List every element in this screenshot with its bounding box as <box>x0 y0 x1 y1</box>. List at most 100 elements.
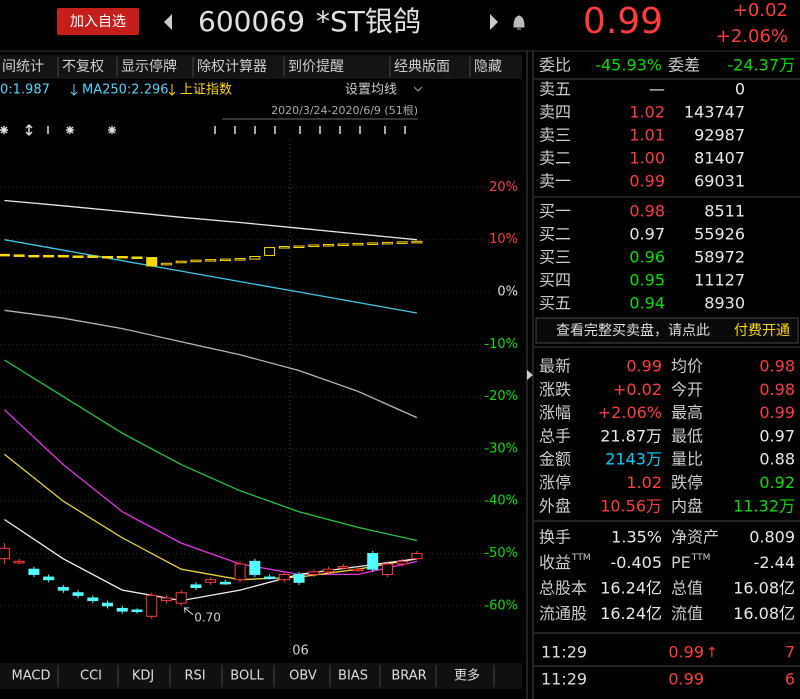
toolbar-item[interactable]: 显示停牌 <box>121 58 177 75</box>
index-candle <box>131 256 143 260</box>
y-tick-label: 20% <box>489 180 518 195</box>
next-arrow[interactable] <box>490 14 498 30</box>
candle-body <box>337 566 349 569</box>
fund-label: 流通股 <box>539 604 587 623</box>
link-box <box>535 317 799 344</box>
indicator-tab[interactable]: 更多 <box>454 668 480 684</box>
index-candle <box>205 259 217 262</box>
candle-body <box>175 592 187 604</box>
ma-line <box>3 409 418 576</box>
fund-label: 换手 <box>539 528 571 547</box>
stat-label: 内盘 <box>671 496 703 515</box>
level-label: 卖五 <box>539 80 571 99</box>
date-range: 2020/3/24-2020/6/9 (51根) <box>271 103 418 117</box>
indicator-tab[interactable]: RSI <box>184 669 205 684</box>
index-candle <box>146 257 158 267</box>
fund-value: 16.24亿 <box>600 604 662 623</box>
toolbar-item[interactable]: 到价提醒 <box>288 59 344 75</box>
candle-body <box>43 576 55 581</box>
toolbar-item[interactable]: 隐藏 <box>474 59 502 75</box>
prev-arrow[interactable] <box>164 14 172 30</box>
level-price: 0.94 <box>629 294 665 313</box>
y-tick-label: -40% <box>484 494 518 509</box>
candle-body <box>160 597 172 602</box>
stat-label: 最低 <box>671 426 703 445</box>
level-label: 卖三 <box>539 126 571 145</box>
candle-body <box>308 571 320 575</box>
change-pct: +2.06% <box>716 26 788 47</box>
stat-label: 最高 <box>671 403 703 422</box>
stat-value: 2143万 <box>605 450 662 469</box>
level-volume: 11127 <box>694 271 745 290</box>
trade-time: 11:29 <box>541 670 587 689</box>
indicator-tab[interactable]: BIAS <box>338 669 368 684</box>
toolbar-item[interactable]: 间统计 <box>2 59 44 75</box>
level-volume: 55926 <box>694 225 745 244</box>
index-candle <box>175 260 187 264</box>
stat-value: +2.06% <box>598 403 662 422</box>
x-tick-label: 06 <box>292 644 309 659</box>
stat-label: 最新 <box>539 357 571 376</box>
toolbar-item[interactable]: 不复权 <box>62 58 104 75</box>
stock-code: 600069 <box>198 5 305 38</box>
y-tick-label: -10% <box>484 337 518 352</box>
trade-volume: 7 <box>785 643 795 662</box>
stat-value: 0.88 <box>759 450 795 469</box>
level-price: 0.95 <box>629 271 665 290</box>
level-volume: 58972 <box>694 248 745 267</box>
dropdown-arrow <box>413 86 423 92</box>
indicator-tab[interactable]: MACD <box>12 669 51 684</box>
toolbar-item[interactable]: 除权计算器 <box>197 59 267 75</box>
level-price: 1.01 <box>629 126 665 145</box>
level-label: 卖二 <box>539 149 571 168</box>
indicator-tab[interactable]: KDJ <box>132 669 154 684</box>
indicator-tab[interactable]: BRAR <box>391 669 426 684</box>
fund-value: 16.24亿 <box>600 579 662 598</box>
stat-label: 金额 <box>539 450 571 469</box>
add-button[interactable]: 加入自选 <box>70 14 126 30</box>
label: 委比 <box>539 56 571 75</box>
index-candle <box>278 246 290 249</box>
toolbar-item[interactable]: 经典版面 <box>394 59 450 75</box>
collapse-arrow[interactable] <box>527 370 533 380</box>
index-candle <box>367 242 379 245</box>
chart <box>0 140 492 660</box>
bell-icon[interactable] <box>513 15 525 30</box>
link-text[interactable]: 查看完整买卖盘，请点此 <box>556 322 710 339</box>
candle-body <box>146 594 158 617</box>
indicator-tab[interactable]: BOLL <box>230 669 264 684</box>
y-tick-label: 10% <box>489 232 518 247</box>
stat-label: 量比 <box>671 450 703 469</box>
ma-button[interactable]: 设置均线 <box>345 83 397 98</box>
level-price: 0.98 <box>629 202 665 221</box>
stat-value: 11.32万 <box>733 496 795 515</box>
candle-body <box>13 560 25 564</box>
candle-body <box>190 584 202 589</box>
fund-label: 流值 <box>671 604 703 623</box>
level-volume: 0 <box>735 80 745 99</box>
price: 0.99 <box>583 1 663 42</box>
stat-label: 均价 <box>671 357 703 376</box>
level-label: 卖一 <box>539 172 571 191</box>
index-candle <box>234 258 246 261</box>
level-volume: 69031 <box>694 172 745 191</box>
add-button-bg[interactable] <box>57 8 139 35</box>
level-volume: 8930 <box>704 294 745 313</box>
indicator-tab[interactable]: CCI <box>80 669 102 684</box>
legend-item: 0:1.987 <box>0 83 50 98</box>
index-candle <box>72 255 84 258</box>
link-action[interactable]: 付费开通 <box>734 323 790 339</box>
stat-label: 总手 <box>539 426 571 445</box>
level-volume: 143747 <box>684 103 745 122</box>
trade-price: 0.99 <box>668 670 704 689</box>
level-label: 买二 <box>539 225 571 244</box>
diff: -24.37万 <box>727 56 795 75</box>
indicator-tab[interactable]: OBV <box>289 669 317 684</box>
toolbar-bg <box>0 55 522 79</box>
index-candle <box>190 259 202 263</box>
candle-body <box>396 560 408 565</box>
candle-body <box>367 553 379 570</box>
fund-value: 16.08亿 <box>733 604 795 623</box>
